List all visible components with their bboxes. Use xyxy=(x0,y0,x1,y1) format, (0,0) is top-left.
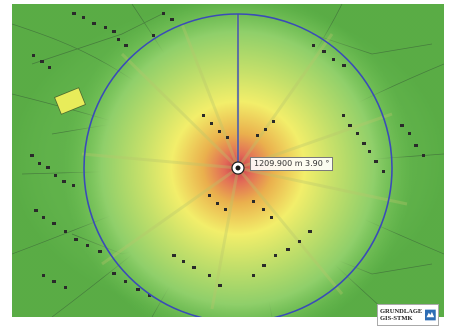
attribution-line1: GRUNDLAGE xyxy=(380,307,423,315)
map-canvas xyxy=(12,4,444,317)
transmitter-marker[interactable] xyxy=(231,161,245,175)
gis-stmk-logo-icon xyxy=(425,309,436,321)
measurement-label: 1209.900 m 3.90 ° xyxy=(250,157,334,171)
attribution-line2: GIS-STMK xyxy=(380,315,413,322)
attribution-badge: GRUNDLAGE GIS-STMK xyxy=(377,304,439,326)
field-parcel xyxy=(54,87,86,115)
attribution-text: GRUNDLAGE GIS-STMK xyxy=(380,308,422,323)
building-clusters xyxy=(30,12,425,297)
map-view[interactable]: 1209.900 m 3.90 ° xyxy=(12,4,444,317)
